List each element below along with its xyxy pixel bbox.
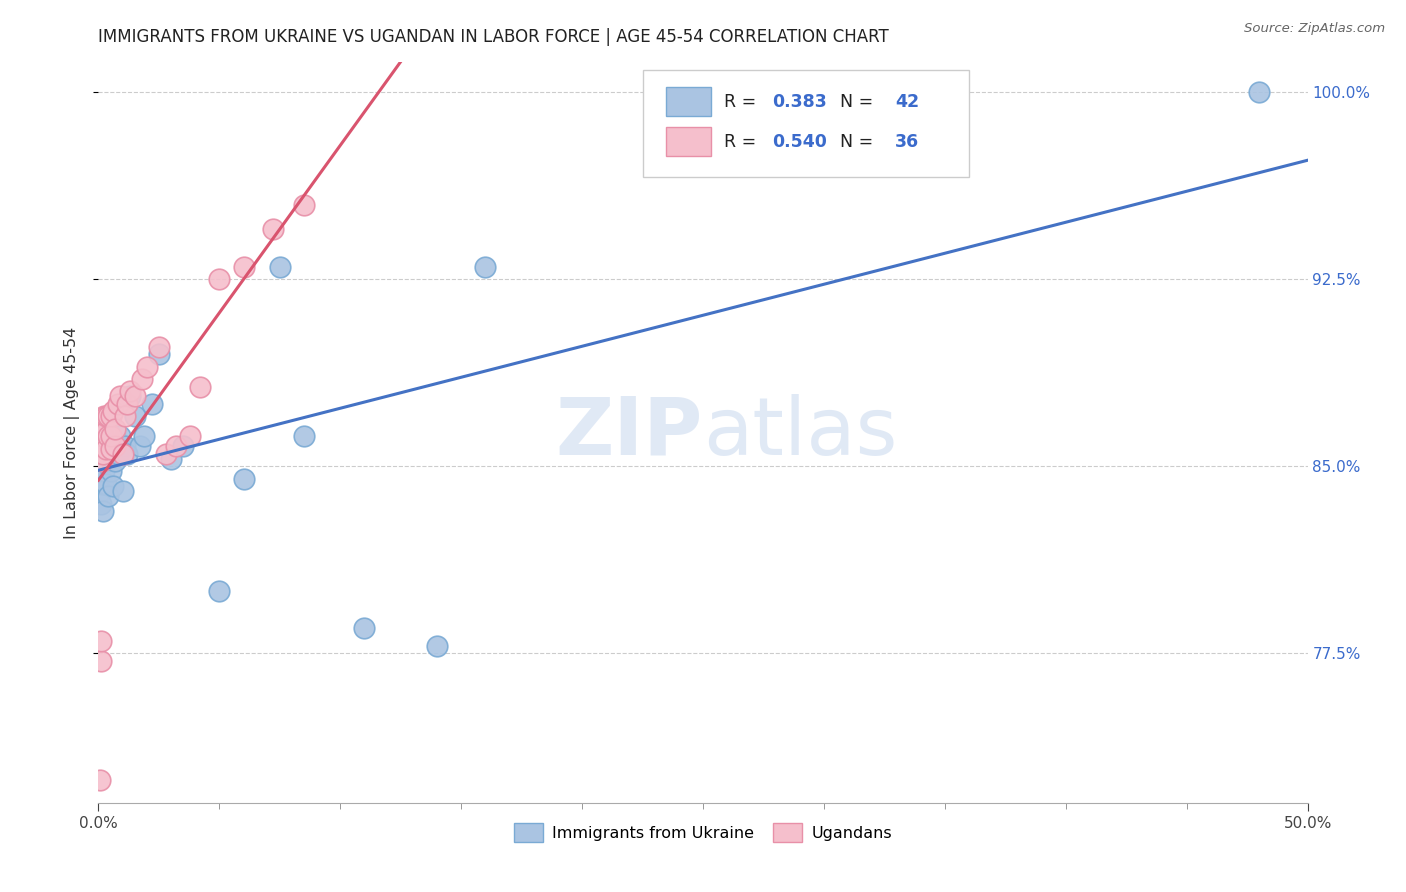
- Point: [107, 397, 129, 411]
- FancyBboxPatch shape: [665, 127, 711, 156]
- Point: [107, 447, 129, 461]
- Point: [94, 476, 117, 491]
- Text: Source: ZipAtlas.com: Source: ZipAtlas.com: [1244, 22, 1385, 36]
- Point: [91, 476, 114, 491]
- Point: [179, 429, 201, 443]
- Point: [188, 379, 211, 393]
- Text: 0.540: 0.540: [772, 133, 827, 151]
- Point: [91, 454, 114, 468]
- Point: [148, 347, 170, 361]
- Point: [93, 409, 115, 424]
- Point: [111, 484, 134, 499]
- Point: [104, 422, 127, 436]
- FancyBboxPatch shape: [665, 87, 711, 117]
- Point: [97, 454, 120, 468]
- Point: [94, 425, 117, 439]
- Point: [148, 340, 170, 354]
- Point: [124, 409, 146, 424]
- Point: [94, 447, 117, 461]
- Point: [108, 389, 131, 403]
- Point: [124, 389, 146, 403]
- Point: [474, 260, 496, 274]
- Point: [100, 429, 122, 443]
- Point: [89, 464, 111, 478]
- Point: [89, 773, 111, 788]
- Point: [426, 639, 449, 653]
- Point: [100, 464, 122, 478]
- Point: [100, 429, 122, 443]
- Point: [97, 489, 120, 503]
- Point: [118, 389, 141, 403]
- Point: [269, 260, 291, 274]
- Point: [90, 654, 112, 668]
- Point: [91, 429, 114, 443]
- Point: [104, 439, 127, 453]
- Point: [90, 497, 112, 511]
- Point: [100, 447, 122, 461]
- Text: atlas: atlas: [703, 393, 897, 472]
- Point: [101, 439, 124, 453]
- Point: [101, 479, 124, 493]
- Point: [128, 439, 150, 453]
- Point: [262, 222, 284, 236]
- Point: [155, 447, 177, 461]
- Text: N =: N =: [839, 133, 873, 151]
- Point: [165, 439, 187, 453]
- Y-axis label: In Labor Force | Age 45-54: In Labor Force | Age 45-54: [63, 326, 80, 539]
- Point: [172, 439, 194, 453]
- Point: [208, 583, 231, 598]
- Point: [131, 372, 153, 386]
- Point: [141, 397, 163, 411]
- Point: [292, 429, 315, 443]
- Point: [111, 447, 134, 461]
- Point: [100, 442, 122, 456]
- Legend: Immigrants from Ukraine, Ugandans: Immigrants from Ukraine, Ugandans: [508, 817, 898, 848]
- Point: [118, 384, 141, 399]
- Point: [97, 429, 120, 443]
- Text: ZIP: ZIP: [555, 393, 703, 472]
- Point: [97, 429, 120, 443]
- Point: [100, 409, 122, 424]
- Point: [90, 484, 112, 499]
- Text: R =: R =: [724, 93, 761, 111]
- FancyBboxPatch shape: [643, 70, 969, 178]
- Text: IMMIGRANTS FROM UKRAINE VS UGANDAN IN LABOR FORCE | AGE 45-54 CORRELATION CHART: IMMIGRANTS FROM UKRAINE VS UGANDAN IN LA…: [98, 28, 889, 45]
- Point: [135, 359, 157, 374]
- Point: [108, 429, 131, 443]
- Point: [91, 504, 114, 518]
- Point: [134, 429, 156, 443]
- Point: [117, 447, 139, 461]
- Point: [94, 429, 117, 443]
- Text: N =: N =: [839, 93, 873, 111]
- Point: [114, 439, 136, 453]
- Point: [94, 409, 117, 424]
- Point: [94, 442, 117, 456]
- Point: [104, 429, 127, 443]
- Point: [93, 464, 115, 478]
- Point: [1249, 86, 1271, 100]
- Text: 42: 42: [896, 93, 920, 111]
- Point: [160, 451, 183, 466]
- Point: [117, 397, 139, 411]
- Point: [208, 272, 231, 286]
- Point: [97, 409, 120, 424]
- Text: R =: R =: [724, 133, 761, 151]
- Point: [232, 472, 254, 486]
- Text: 36: 36: [896, 133, 920, 151]
- Point: [90, 633, 112, 648]
- Point: [292, 197, 315, 211]
- Point: [232, 260, 254, 274]
- Point: [91, 447, 114, 461]
- Point: [101, 404, 124, 418]
- Text: 0.383: 0.383: [772, 93, 827, 111]
- Point: [91, 454, 114, 468]
- Point: [114, 409, 136, 424]
- Point: [353, 621, 375, 635]
- Point: [91, 439, 114, 453]
- Point: [104, 454, 127, 468]
